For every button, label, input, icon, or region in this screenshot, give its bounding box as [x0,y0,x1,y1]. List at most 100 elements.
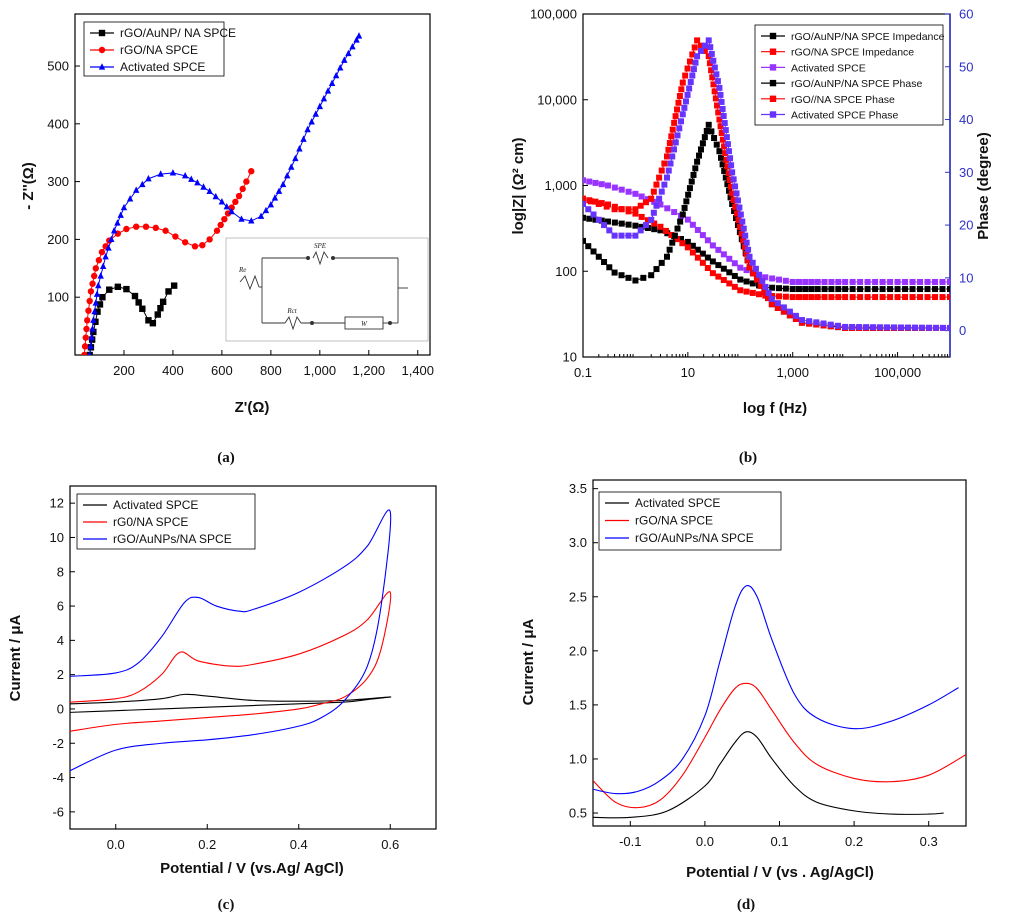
data-point [653,202,660,209]
data-point [586,215,593,222]
data-point [86,297,93,305]
inset-label-spe: SPE [314,242,327,250]
data-point [835,294,842,301]
data-point [96,301,104,308]
data-point [720,265,727,272]
data-point [676,93,683,100]
data-point [349,42,356,50]
data-point [699,232,706,239]
data-point [637,227,644,234]
legend-swatch-marker [769,48,777,55]
x-tick-label: 1,200 [353,363,386,378]
plot-area [70,509,392,772]
data-point [694,246,701,253]
data-point [688,178,695,185]
data-point [705,37,712,44]
data-point [690,171,697,178]
data-point [632,232,639,239]
data-point [165,288,172,295]
x-tick-label: 0.0 [696,834,714,849]
data-point [718,154,725,161]
y-tick-label: 400 [47,116,69,131]
data-point [715,273,722,280]
data-point [744,257,751,264]
y-tick-label: 100 [555,264,577,279]
data-point [684,238,691,245]
x-tick-label: 10 [681,365,695,380]
data-point [601,259,608,266]
data-point [726,280,733,287]
data-point [724,163,731,170]
data-point [684,65,691,72]
legend-entry: rGO/AuNP/NA SPCE Phase [791,78,922,90]
data-point [181,239,189,246]
data-point [601,222,608,229]
legend-entry: rGO/AuNP/NA SPCE Impedance [791,31,945,43]
data-point [657,201,664,208]
data-point [625,206,632,213]
data-point [188,175,195,182]
data-point [681,104,688,111]
x-tick-label: 0.1 [574,365,592,380]
data-point [117,211,124,218]
data-point [718,98,725,105]
data-point [676,125,683,132]
data-point [726,255,733,262]
data-point [83,325,90,333]
data-point [221,215,228,223]
data-point [618,272,625,279]
data-point [696,152,703,159]
data-point [648,272,655,279]
data-point [603,203,610,210]
data-point [304,125,311,133]
data-point [235,192,243,200]
panel-caption: (b) [739,450,757,466]
data-point [709,242,716,249]
data-point [842,286,849,293]
data-point [912,324,919,331]
data-point [738,230,745,237]
data-point [657,223,664,230]
data-point [782,285,789,292]
chart-panel-c: 0.0 0.2 0.4 0.6 -6 -4 -2 0 2 4 6 8 10 12 Potential / V… [7,485,437,913]
data-point [583,177,586,184]
data-point [857,286,864,293]
data-point [248,217,255,224]
node [306,256,310,260]
y-tick-label: 100 [47,290,69,305]
data-point [114,219,121,226]
chart-panel-a: 200 400 600 800 1,000 1,200 1,400 100 200 300 400 5… [20,13,434,466]
data-point [337,64,344,71]
data-point [324,87,332,94]
data-point [674,106,681,113]
legend-entry: Activated SPCE [635,496,720,510]
data-point [917,278,924,285]
data-point [724,141,731,148]
data-point [757,282,764,289]
data-point [592,179,599,186]
y2-tick-label: 0 [959,323,966,338]
data-point [719,136,726,143]
data-point [689,72,696,79]
x-tick-label: -0.1 [619,834,641,849]
data-point [712,95,719,102]
data-point [731,260,738,267]
data-point [666,140,673,147]
data-point [834,322,841,329]
data-point [267,200,275,208]
panel-caption: (c) [218,897,235,913]
data-point [583,195,586,202]
inset-label-rct: Rct [286,307,297,315]
data-point [678,235,685,242]
data-point [89,325,96,332]
data-point [731,272,738,279]
data-point [583,200,586,207]
data-point [857,294,864,301]
data-point [789,278,796,285]
data-point [689,249,696,256]
y-tick-label: 2.0 [569,643,587,658]
legend-swatch-marker [98,63,106,70]
data-point [864,286,871,293]
data-point [694,158,701,165]
data-point [162,227,169,234]
